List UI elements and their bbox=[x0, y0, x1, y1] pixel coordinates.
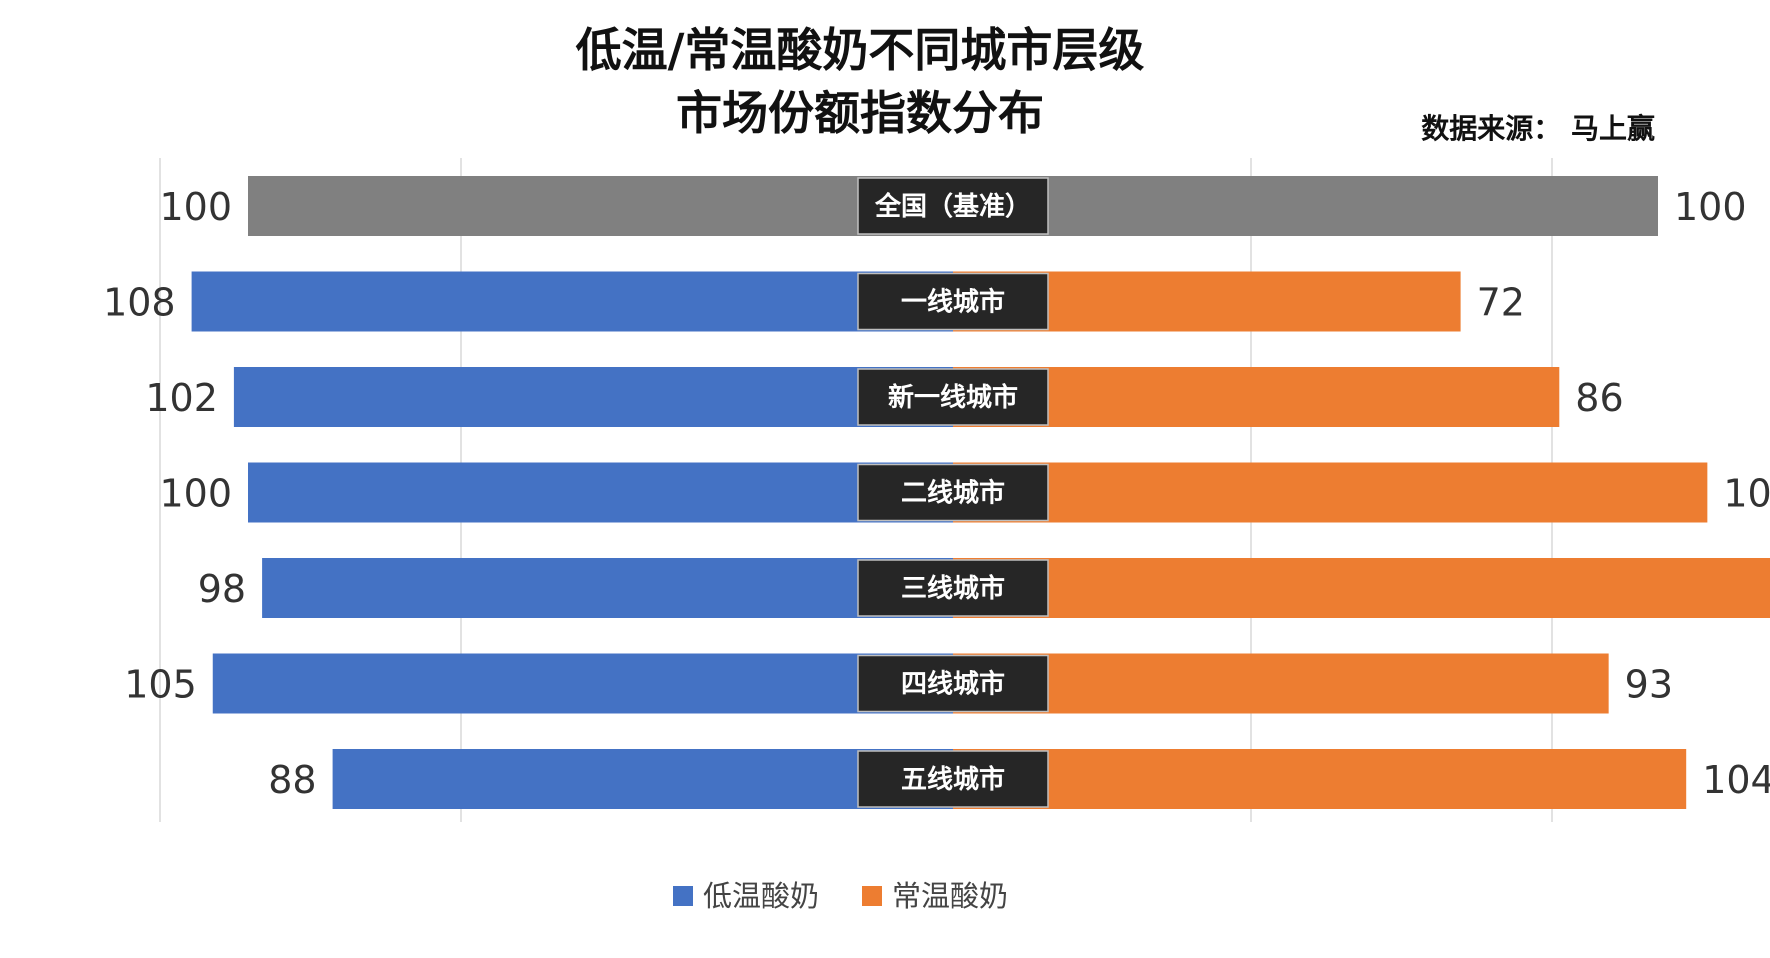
bar-ambient-5 bbox=[953, 653, 1609, 714]
legend-swatch-ambient bbox=[862, 886, 882, 906]
data-label-low-temp-1: 108 bbox=[103, 281, 176, 325]
data-label-low-temp-2: 102 bbox=[145, 376, 218, 420]
data-label-ambient-1: 72 bbox=[1477, 281, 1525, 325]
category-label-0: 全国（基准） bbox=[874, 191, 1031, 222]
bar-ambient-6 bbox=[953, 749, 1687, 809]
bar-ambient-2 bbox=[953, 367, 1560, 427]
category-label-6: 五线城市 bbox=[901, 764, 1005, 795]
category-box-6 bbox=[857, 750, 1049, 808]
category-label-4: 三线城市 bbox=[901, 573, 1005, 604]
category-box-1 bbox=[857, 272, 1049, 331]
bar-low-temp-6 bbox=[332, 749, 954, 809]
data-label-ambient-0: 100 bbox=[1674, 185, 1747, 229]
data-label-ambient-6: 104 bbox=[1702, 758, 1770, 802]
bar-low-temp-2 bbox=[233, 367, 953, 427]
bar-low-temp-3 bbox=[248, 462, 953, 523]
category-label-2: 新一线城市 bbox=[888, 382, 1018, 413]
chart-title-line1: 低温/常温酸奶不同城市层级 bbox=[576, 23, 1145, 77]
bar-low-temp-0 bbox=[248, 176, 953, 236]
data-label-low-temp-0: 100 bbox=[159, 185, 232, 229]
legend-label-ambient: 常温酸奶 bbox=[892, 879, 1008, 913]
bar-low-temp-1 bbox=[191, 271, 954, 332]
legend-label-low-temp: 低温酸奶 bbox=[703, 879, 819, 913]
data-label-ambient-3: 107 bbox=[1723, 472, 1770, 516]
data-source: 数据来源： 马上赢 bbox=[1421, 112, 1655, 145]
category-label-3: 二线城市 bbox=[901, 478, 1005, 509]
category-box-5 bbox=[857, 654, 1049, 713]
bar-low-temp-5 bbox=[212, 653, 953, 714]
chart-title-line2: 市场份额指数分布 bbox=[676, 86, 1044, 140]
data-label-low-temp-4: 98 bbox=[198, 567, 246, 611]
labels-layer: 1001001087210286100107981161059388104 bbox=[103, 185, 1770, 802]
category-label-5: 四线城市 bbox=[901, 669, 1005, 700]
data-label-low-temp-6: 88 bbox=[268, 758, 316, 802]
category-label-1: 一线城市 bbox=[901, 287, 1005, 318]
category-box-2 bbox=[857, 368, 1049, 426]
data-label-ambient-5: 93 bbox=[1625, 663, 1673, 707]
bar-low-temp-4 bbox=[262, 558, 954, 618]
legend: 低温酸奶 常温酸奶 bbox=[673, 879, 1008, 913]
bar-ambient-0 bbox=[953, 176, 1658, 236]
bar-ambient-3 bbox=[953, 462, 1708, 523]
data-label-ambient-2: 86 bbox=[1575, 376, 1623, 420]
data-label-low-temp-3: 100 bbox=[159, 472, 232, 516]
bar-ambient-4 bbox=[953, 558, 1770, 618]
data-label-low-temp-5: 105 bbox=[124, 663, 197, 707]
category-box-3 bbox=[857, 463, 1049, 522]
category-box-4 bbox=[857, 559, 1049, 617]
legend-swatch-low-temp bbox=[673, 886, 693, 906]
category-box-0 bbox=[857, 177, 1049, 235]
